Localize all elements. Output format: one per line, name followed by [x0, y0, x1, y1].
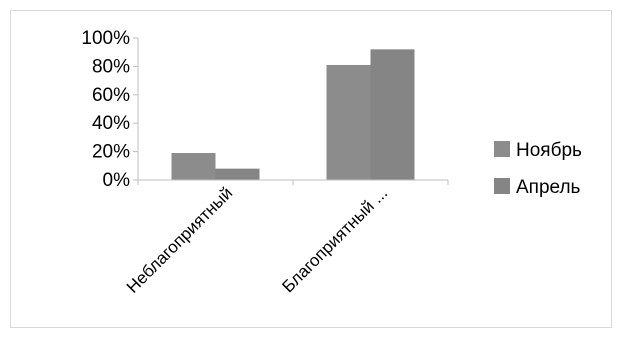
- y-tick-label: 60%: [92, 85, 130, 106]
- legend-label: Апрель: [516, 177, 581, 198]
- legend-swatch: [494, 141, 510, 157]
- bar-series2-cat1: [215, 168, 260, 180]
- legend: Ноябрь Апрель: [494, 140, 582, 198]
- bar-series1-cat2: [326, 64, 371, 180]
- y-tick-label: 100%: [81, 28, 130, 49]
- legend-swatch: [494, 178, 510, 194]
- y-axis: 0% 20% 40% 60% 80% 100%: [81, 28, 139, 191]
- chart-frame: [10, 10, 612, 328]
- x-axis: Неблагоприятный Благоприятный ...: [123, 179, 449, 297]
- y-tick-label: 20%: [92, 142, 130, 163]
- legend-label: Ноябрь: [516, 140, 582, 161]
- bars: [171, 49, 415, 180]
- y-tick-label: 0%: [103, 170, 131, 191]
- x-category-label: Неблагоприятный: [123, 183, 236, 296]
- bar-series1-cat1: [171, 153, 216, 180]
- y-tick-label: 80%: [92, 56, 130, 77]
- x-category-label: Благоприятный ...: [278, 183, 391, 296]
- bar-series2-cat2: [370, 49, 415, 180]
- y-tick-label: 40%: [92, 113, 130, 134]
